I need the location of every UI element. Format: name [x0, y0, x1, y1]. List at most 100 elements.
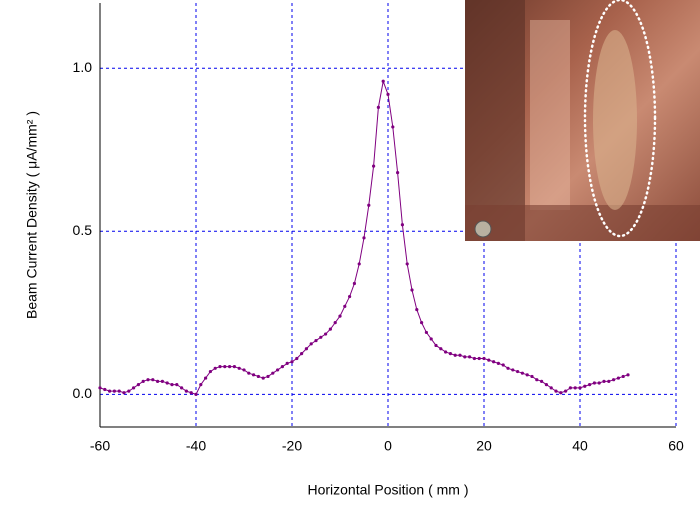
data-point	[573, 386, 577, 390]
data-point	[415, 307, 419, 312]
data-point	[463, 355, 467, 359]
data-point	[453, 353, 457, 357]
data-point	[420, 321, 424, 325]
data-point	[592, 381, 597, 385]
data-point	[223, 365, 227, 369]
data-point	[108, 389, 112, 393]
y-tick-label: 0.5	[73, 222, 93, 238]
data-point	[156, 379, 160, 383]
data-point	[280, 365, 284, 369]
data-point	[554, 389, 558, 393]
data-point	[218, 365, 222, 369]
data-point	[530, 374, 534, 379]
data-point	[372, 164, 376, 168]
data-point	[170, 383, 174, 387]
data-point	[112, 389, 116, 393]
data-point	[285, 361, 289, 365]
data-point	[612, 378, 616, 382]
data-point	[266, 374, 270, 379]
data-point	[300, 352, 304, 356]
y-tick-label: 1.0	[73, 59, 93, 75]
data-point	[568, 386, 573, 390]
data-point	[357, 262, 361, 266]
x-axis-label: Horizontal Position ( mm )	[307, 482, 468, 498]
data-point	[621, 374, 625, 379]
data-point	[549, 386, 553, 390]
data-point	[180, 386, 184, 390]
data-point	[228, 365, 232, 369]
data-point	[252, 373, 256, 377]
data-point	[141, 379, 145, 383]
x-tick-label: 60	[668, 438, 684, 454]
data-point	[175, 383, 179, 387]
data-point	[482, 356, 486, 361]
data-point	[352, 281, 356, 286]
y-axis-label: Beam Current Density ( μA/mm² )	[24, 111, 40, 319]
data-point	[607, 379, 611, 383]
data-point	[184, 389, 188, 393]
data-point	[232, 365, 236, 369]
data-point	[520, 371, 525, 375]
data-point	[511, 368, 515, 372]
data-point	[362, 236, 366, 240]
data-point	[616, 376, 621, 380]
data-point	[472, 356, 476, 361]
data-point	[429, 337, 433, 341]
data-point	[103, 387, 107, 392]
data-point	[410, 288, 414, 292]
data-point	[295, 356, 299, 361]
data-point	[458, 353, 462, 357]
data-point	[208, 369, 212, 374]
data-point	[477, 356, 481, 361]
data-point	[496, 361, 500, 365]
data-point	[588, 383, 592, 387]
data-point	[324, 332, 328, 336]
data-point	[559, 391, 563, 395]
data-point	[602, 379, 606, 383]
data-point	[127, 389, 131, 393]
data-point	[194, 392, 198, 396]
data-point	[492, 360, 496, 364]
data-point	[319, 335, 323, 339]
data-point	[333, 321, 337, 325]
data-point	[98, 386, 102, 390]
data-point	[328, 327, 332, 331]
data-point	[165, 381, 169, 385]
data-point	[578, 386, 582, 390]
data-point	[122, 391, 126, 395]
data-point	[136, 383, 140, 387]
data-point	[204, 376, 208, 380]
data-point	[237, 366, 241, 370]
x-tick-label: -60	[90, 438, 110, 454]
data-point	[132, 386, 136, 390]
x-tick-label: 20	[476, 438, 492, 454]
data-point	[276, 368, 280, 372]
data-point	[151, 378, 155, 382]
data-point	[343, 304, 347, 308]
data-point	[626, 373, 630, 377]
data-point	[424, 330, 428, 335]
data-point	[261, 376, 265, 380]
data-point	[117, 389, 121, 393]
data-point	[564, 389, 568, 393]
inset-photo	[465, 0, 700, 241]
data-point	[396, 171, 400, 175]
data-point	[583, 384, 587, 388]
data-point	[386, 92, 390, 96]
data-point	[381, 79, 385, 83]
data-point	[213, 366, 217, 370]
data-point	[448, 352, 452, 356]
data-point	[376, 105, 380, 109]
data-point	[314, 338, 318, 343]
data-point	[506, 366, 510, 370]
data-point	[434, 343, 438, 348]
data-point	[189, 391, 193, 395]
y-tick-label: 0.0	[73, 385, 93, 401]
data-point	[487, 358, 491, 362]
data-point	[405, 262, 409, 266]
x-tick-label: 0	[384, 438, 392, 454]
data-point	[160, 379, 164, 383]
data-point	[309, 342, 313, 346]
data-point	[400, 223, 404, 227]
